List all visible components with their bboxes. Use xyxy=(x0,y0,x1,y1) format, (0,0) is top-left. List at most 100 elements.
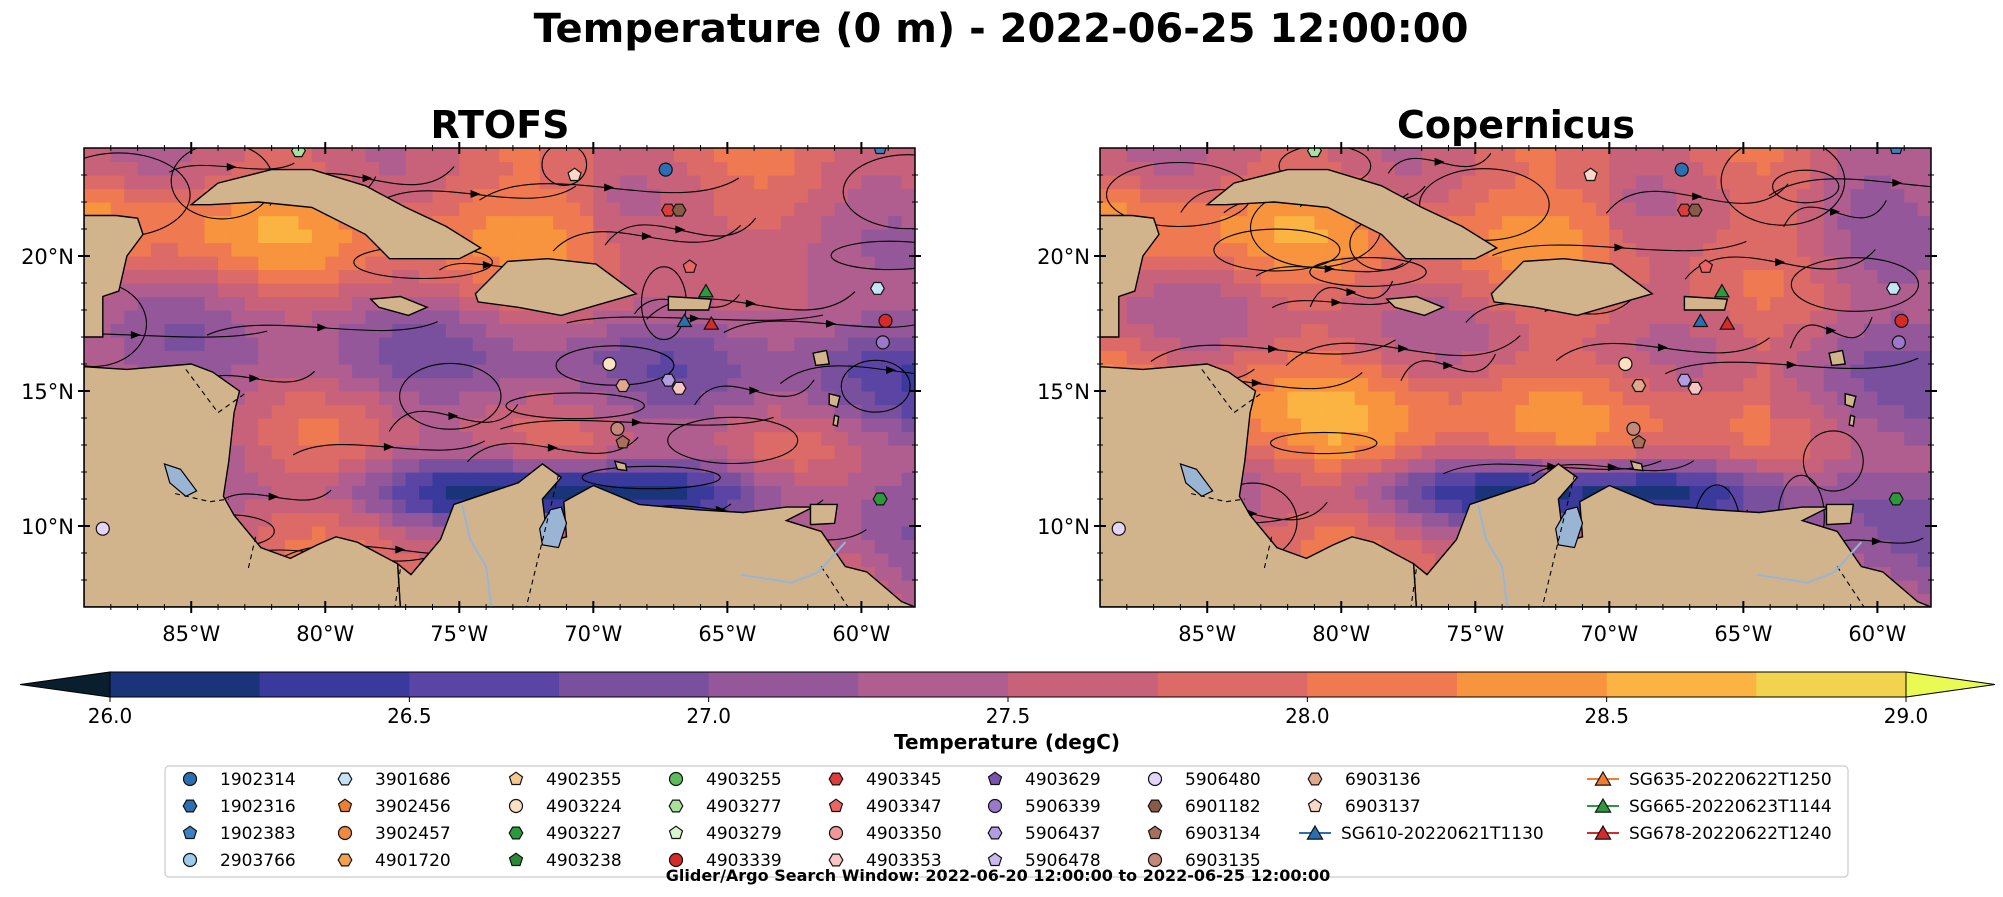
temperature-cell xyxy=(1260,512,1275,527)
temperature-cell xyxy=(1649,229,1664,244)
temperature-cell xyxy=(794,350,809,365)
river xyxy=(1477,504,1509,607)
temperature-cell xyxy=(620,229,635,244)
temperature-cell xyxy=(539,215,554,230)
temperature-cell xyxy=(218,215,232,230)
temperature-cell xyxy=(311,296,326,311)
temperature-cell xyxy=(392,418,407,433)
temperature-cell xyxy=(1247,485,1262,500)
temperature-cell xyxy=(151,283,165,298)
temperature-cell xyxy=(472,229,487,244)
streamline-arrow xyxy=(1346,288,1357,297)
temperature-cell xyxy=(767,377,782,392)
temperature-cell xyxy=(1153,337,1168,352)
temperature-cell xyxy=(821,269,836,284)
legend-marker-icon xyxy=(828,772,844,786)
temperature-cell xyxy=(646,323,661,338)
temperature-cell xyxy=(1234,161,1248,176)
temperature-cell xyxy=(298,472,313,487)
temperature-cell xyxy=(1890,445,1905,460)
temperature-cell xyxy=(767,323,782,338)
land-yucatan xyxy=(84,214,144,338)
temperature-cell xyxy=(1609,148,1624,163)
legend-label: 6903137 xyxy=(1345,797,1421,817)
temperature-cell xyxy=(1850,296,1865,311)
temperature-cell xyxy=(1542,350,1557,365)
temperature-cell xyxy=(1448,323,1463,338)
temperature-cell xyxy=(1877,377,1892,392)
temperature-cell xyxy=(1783,242,1798,257)
temperature-cell xyxy=(352,499,367,514)
temperature-cell xyxy=(432,499,447,514)
temperature-cell xyxy=(231,148,246,163)
temperature-cell xyxy=(1167,242,1181,257)
temperature-cell xyxy=(1904,256,1919,271)
temperature-cell xyxy=(781,161,795,176)
temperature-cell xyxy=(1622,161,1637,176)
temperature-cell xyxy=(1502,161,1517,176)
temperature-cell xyxy=(1381,391,1396,406)
temperature-cell xyxy=(1783,485,1798,500)
temperature-cell xyxy=(1716,431,1731,446)
temperature-cell xyxy=(445,188,460,203)
temperature-cell xyxy=(660,310,675,325)
temperature-cell xyxy=(1676,269,1691,284)
temperature-cell xyxy=(338,310,353,325)
temperature-cell xyxy=(1153,202,1168,217)
temperature-cell xyxy=(848,418,862,433)
temperature-cell xyxy=(1287,458,1302,473)
temperature-cell xyxy=(1515,458,1530,473)
temperature-cell xyxy=(1864,283,1878,298)
temperature-cell xyxy=(1381,350,1396,365)
legend-label: 4903353 xyxy=(866,851,942,871)
streamline-arrow xyxy=(1251,378,1262,387)
temperature-cell xyxy=(1180,188,1195,203)
temperature-cell xyxy=(258,391,273,406)
temperature-cell xyxy=(432,418,447,433)
temperature-cell xyxy=(352,310,367,325)
temperature-cell xyxy=(1917,391,1931,406)
temperature-cell xyxy=(1301,364,1315,379)
temperature-cell xyxy=(1193,337,1208,352)
temperature-cell xyxy=(794,431,809,446)
temperature-cell xyxy=(405,458,420,473)
temperature-cell xyxy=(499,350,514,365)
temperature-cell xyxy=(1756,337,1771,352)
temperature-cell xyxy=(151,323,165,338)
temperature-cell xyxy=(97,188,112,203)
temperature-cell xyxy=(124,283,139,298)
temperature-cell xyxy=(1904,404,1919,419)
temperature-cell xyxy=(1327,323,1342,338)
temperature-cell xyxy=(646,175,661,190)
marker-f-4903277 xyxy=(290,148,306,158)
temperature-cell xyxy=(539,431,554,446)
temperature-cell xyxy=(781,485,795,500)
temperature-cell xyxy=(1595,391,1610,406)
temperature-cell xyxy=(1461,175,1476,190)
temperature-cell xyxy=(848,283,862,298)
temperature-cell xyxy=(1743,256,1758,271)
temperature-cell xyxy=(338,148,353,163)
temperature-cell xyxy=(1555,364,1570,379)
temperature-cell xyxy=(1153,296,1168,311)
temperature-cell xyxy=(1662,418,1677,433)
temperature-cell xyxy=(405,350,420,365)
temperature-cell xyxy=(794,202,809,217)
temperature-cell xyxy=(1193,296,1208,311)
temperature-cell xyxy=(1488,229,1503,244)
temperature-cell xyxy=(1890,566,1905,581)
temperature-cell xyxy=(1167,256,1181,271)
temperature-cell xyxy=(445,391,460,406)
temperature-cell xyxy=(1582,323,1597,338)
temperature-cell xyxy=(1864,202,1878,217)
temperature-cell xyxy=(1180,215,1195,230)
temperature-cell xyxy=(432,512,447,527)
temperature-cell xyxy=(1287,256,1302,271)
temperature-cell xyxy=(579,188,594,203)
temperature-cell xyxy=(1354,364,1369,379)
temperature-cell xyxy=(1743,215,1758,230)
temperature-cell xyxy=(1649,188,1664,203)
temperature-cell xyxy=(1649,364,1664,379)
temperature-cell xyxy=(1837,445,1852,460)
temperature-cell xyxy=(392,499,407,514)
